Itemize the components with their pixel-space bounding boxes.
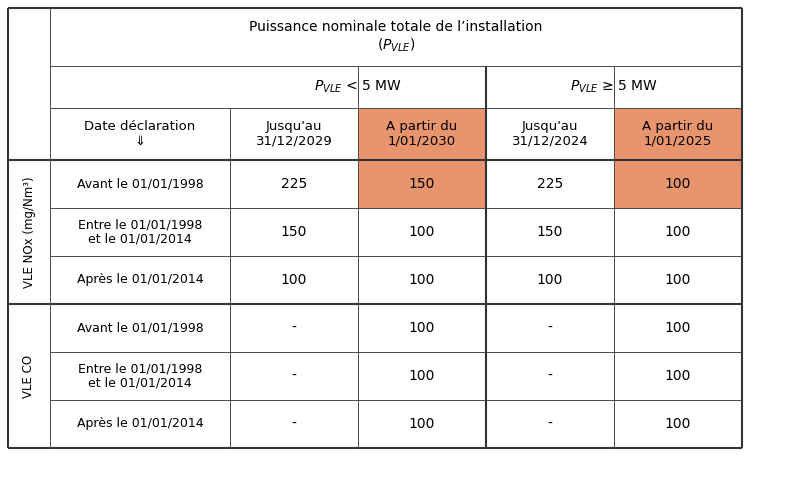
Text: 100: 100 [537,273,563,287]
Bar [50,108,230,160]
Bar [50,304,230,352]
Bar [486,400,614,448]
Bar [614,400,742,448]
Bar [486,256,614,304]
Text: 100: 100 [664,417,691,431]
Text: -: - [547,417,552,431]
Text: 100: 100 [664,273,691,287]
Text: Puissance nominale totale de l’installation
$(P_{VLE})$: Puissance nominale totale de l’installat… [249,20,543,54]
Text: 100: 100 [281,273,307,287]
Text: VLE CO: VLE CO [22,354,36,397]
Text: 100: 100 [664,369,691,383]
Bar [230,304,358,352]
Bar [486,66,742,108]
Bar [50,352,230,400]
Bar [50,400,230,448]
Bar [50,160,230,208]
Text: 100: 100 [409,417,435,431]
Text: Jusqu'au
31/12/2029: Jusqu'au 31/12/2029 [255,120,332,148]
Bar [614,352,742,400]
Bar [614,108,742,160]
Text: -: - [292,369,297,383]
Text: $P_{VLE}$ < 5 MW: $P_{VLE}$ < 5 MW [314,79,402,95]
Bar [486,208,614,256]
Bar [614,304,742,352]
Text: -: - [292,321,297,335]
Bar [230,160,358,208]
Bar [486,108,614,160]
Text: 100: 100 [664,321,691,335]
Text: 100: 100 [664,177,691,191]
Text: 150: 150 [281,225,307,239]
Bar [358,352,486,400]
Text: -: - [292,417,297,431]
Bar [486,160,614,208]
Text: 225: 225 [281,177,307,191]
Bar [8,304,50,448]
Text: -: - [547,321,552,335]
Text: 100: 100 [409,369,435,383]
Text: 100: 100 [664,225,691,239]
Bar [358,256,486,304]
Text: Après le 01/01/2014: Après le 01/01/2014 [77,418,203,431]
Bar [358,208,486,256]
Bar [230,108,358,160]
Text: Entre le 01/01/1998
et le 01/01/2014: Entre le 01/01/1998 et le 01/01/2014 [78,362,202,390]
Bar [358,304,486,352]
Bar [230,400,358,448]
Bar [230,352,358,400]
Text: 100: 100 [409,225,435,239]
Text: A partir du
1/01/2030: A partir du 1/01/2030 [386,120,458,148]
Bar [614,208,742,256]
Bar [8,108,50,160]
Text: 225: 225 [537,177,563,191]
Bar [614,160,742,208]
Text: 150: 150 [537,225,563,239]
Bar [50,256,230,304]
Text: $P_{VLE}$ ≥ 5 MW: $P_{VLE}$ ≥ 5 MW [570,79,658,95]
Bar [486,304,614,352]
Bar [358,400,486,448]
Text: Date déclaration
⇓: Date déclaration ⇓ [85,120,195,148]
Bar [50,8,742,66]
Bar [230,66,486,108]
Text: VLE NOx (mg/Nm³): VLE NOx (mg/Nm³) [22,176,36,288]
Text: 150: 150 [409,177,435,191]
Bar [230,256,358,304]
Bar [358,108,486,160]
Bar [50,66,230,108]
Bar [8,160,50,304]
Bar [50,208,230,256]
Text: Avant le 01/01/1998: Avant le 01/01/1998 [77,178,203,191]
Bar [358,160,486,208]
Bar [230,208,358,256]
Text: Avant le 01/01/1998: Avant le 01/01/1998 [77,322,203,335]
Bar [486,352,614,400]
Text: -: - [547,369,552,383]
Bar [614,256,742,304]
Text: A partir du
1/01/2025: A partir du 1/01/2025 [642,120,713,148]
Text: 100: 100 [409,321,435,335]
Text: Après le 01/01/2014: Après le 01/01/2014 [77,274,203,287]
Text: 100: 100 [409,273,435,287]
Bar [8,8,230,108]
Text: Jusqu'au
31/12/2024: Jusqu'au 31/12/2024 [512,120,589,148]
Text: Entre le 01/01/1998
et le 01/01/2014: Entre le 01/01/1998 et le 01/01/2014 [78,218,202,246]
